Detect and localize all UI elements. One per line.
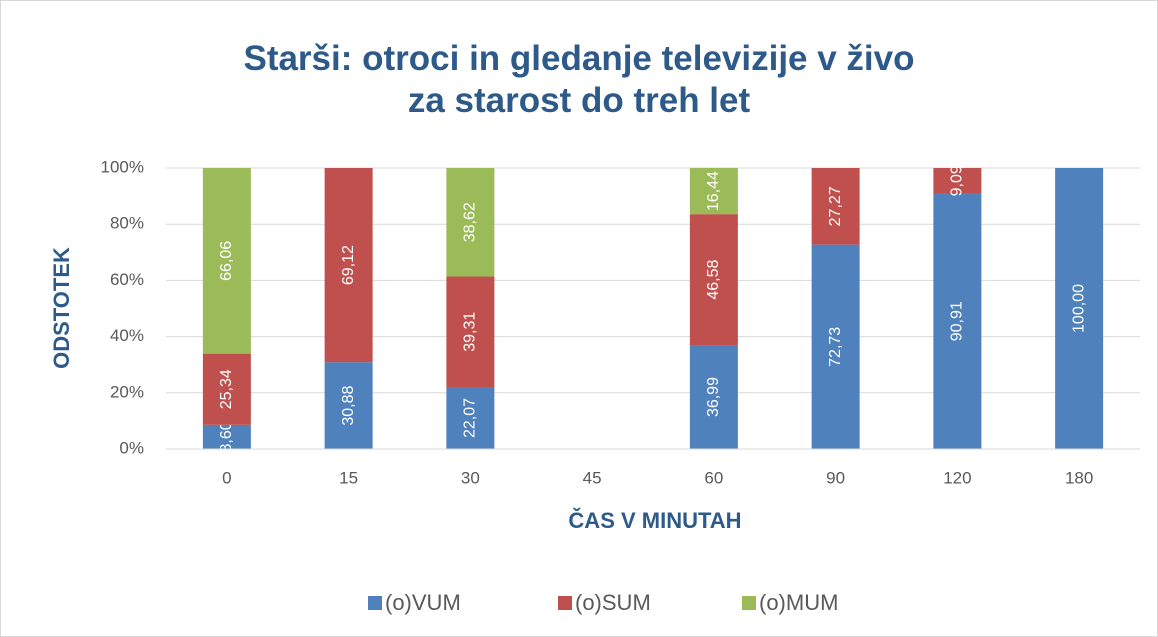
data-label: 27,27 <box>827 186 844 226</box>
y-tick-label: 100% <box>101 157 144 176</box>
bar-segment <box>324 168 373 363</box>
data-label: 36,99 <box>705 377 722 417</box>
chart-title: Starši: otroci in gledanje televizije v … <box>243 39 915 120</box>
data-label: 8,60 <box>218 421 235 452</box>
x-tick-label: 0 <box>222 468 231 487</box>
bar-segment <box>689 345 738 449</box>
x-tick-label: 45 <box>583 468 602 487</box>
bar-segment <box>1055 168 1104 449</box>
bar-segment <box>933 193 982 449</box>
x-tick-label: 180 <box>1065 468 1093 487</box>
legend-swatch <box>368 596 382 610</box>
data-label: 46,58 <box>705 259 722 299</box>
data-label: 39,31 <box>462 312 479 352</box>
bar-segment <box>446 168 495 277</box>
legend-label: (o)SUM <box>575 590 651 615</box>
x-tick-label: 15 <box>339 468 358 487</box>
x-tick-label: 60 <box>704 468 723 487</box>
bar-segment <box>446 276 495 387</box>
bar-segment <box>811 168 860 245</box>
bar-segment <box>689 214 738 346</box>
bar-segment <box>446 386 495 449</box>
data-label: 66,06 <box>218 241 235 281</box>
y-tick-label: 20% <box>110 382 144 401</box>
y-tick-label: 0% <box>119 438 144 457</box>
y-axis-label: ODSTOTEK <box>49 247 74 369</box>
y-tick-label: 40% <box>110 326 144 345</box>
x-tick-label: 30 <box>461 468 480 487</box>
bar-segment <box>324 362 373 449</box>
data-label: 90,91 <box>949 301 966 341</box>
y-tick-label: 60% <box>110 270 144 289</box>
legend-swatch <box>558 596 572 610</box>
legend-swatch <box>742 596 756 610</box>
bar-segment <box>811 244 860 449</box>
data-label: 100,00 <box>1070 284 1087 333</box>
bar-segment <box>933 168 982 194</box>
data-label: 16,44 <box>705 171 722 211</box>
bar-segment <box>202 353 251 425</box>
x-axis-label: ČAS V MINUTAH <box>568 508 741 533</box>
bar-segment <box>202 168 251 354</box>
x-tick-label: 120 <box>943 468 971 487</box>
data-label: 9,09 <box>949 165 966 196</box>
data-label: 38,62 <box>462 202 479 242</box>
x-tick-label: 90 <box>826 468 845 487</box>
legend-label: (o)MUM <box>759 590 838 615</box>
bar-segment <box>689 167 738 215</box>
data-label: 30,88 <box>340 385 357 425</box>
data-label: 25,34 <box>218 369 235 409</box>
data-label: 69,12 <box>340 245 357 285</box>
legend-label: (o)VUM <box>385 590 461 615</box>
data-label: 22,07 <box>462 398 479 438</box>
data-label: 72,73 <box>827 327 844 367</box>
y-tick-label: 80% <box>110 214 144 233</box>
bar-segment <box>202 424 251 449</box>
